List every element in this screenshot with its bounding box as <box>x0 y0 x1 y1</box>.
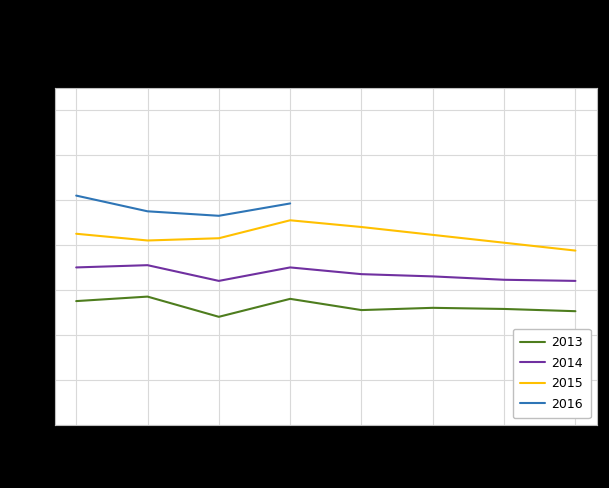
2013 <box>572 308 579 314</box>
Legend: 2013, 2014, 2015, 2016: 2013, 2014, 2015, 2016 <box>513 329 591 418</box>
2014 <box>501 277 508 283</box>
2015 <box>72 231 80 237</box>
2015 <box>429 232 437 238</box>
2015 <box>144 238 151 244</box>
2015 <box>215 235 222 241</box>
Line: 2014: 2014 <box>76 265 576 281</box>
2014 <box>72 264 80 270</box>
2014 <box>429 273 437 279</box>
2014 <box>215 278 222 284</box>
2015 <box>358 224 365 230</box>
Line: 2015: 2015 <box>76 220 576 251</box>
Line: 2013: 2013 <box>76 297 576 317</box>
2016 <box>72 193 80 199</box>
2016 <box>144 208 151 214</box>
2015 <box>572 248 579 254</box>
Line: 2016: 2016 <box>76 196 290 216</box>
2014 <box>358 271 365 277</box>
2013 <box>429 305 437 311</box>
2015 <box>501 240 508 245</box>
2014 <box>572 278 579 284</box>
2014 <box>144 262 151 268</box>
2016 <box>286 201 294 206</box>
2013 <box>144 294 151 300</box>
2013 <box>72 298 80 304</box>
2013 <box>215 314 222 320</box>
2015 <box>286 217 294 223</box>
2013 <box>358 307 365 313</box>
2014 <box>286 264 294 270</box>
2013 <box>286 296 294 302</box>
2016 <box>215 213 222 219</box>
2013 <box>501 306 508 312</box>
